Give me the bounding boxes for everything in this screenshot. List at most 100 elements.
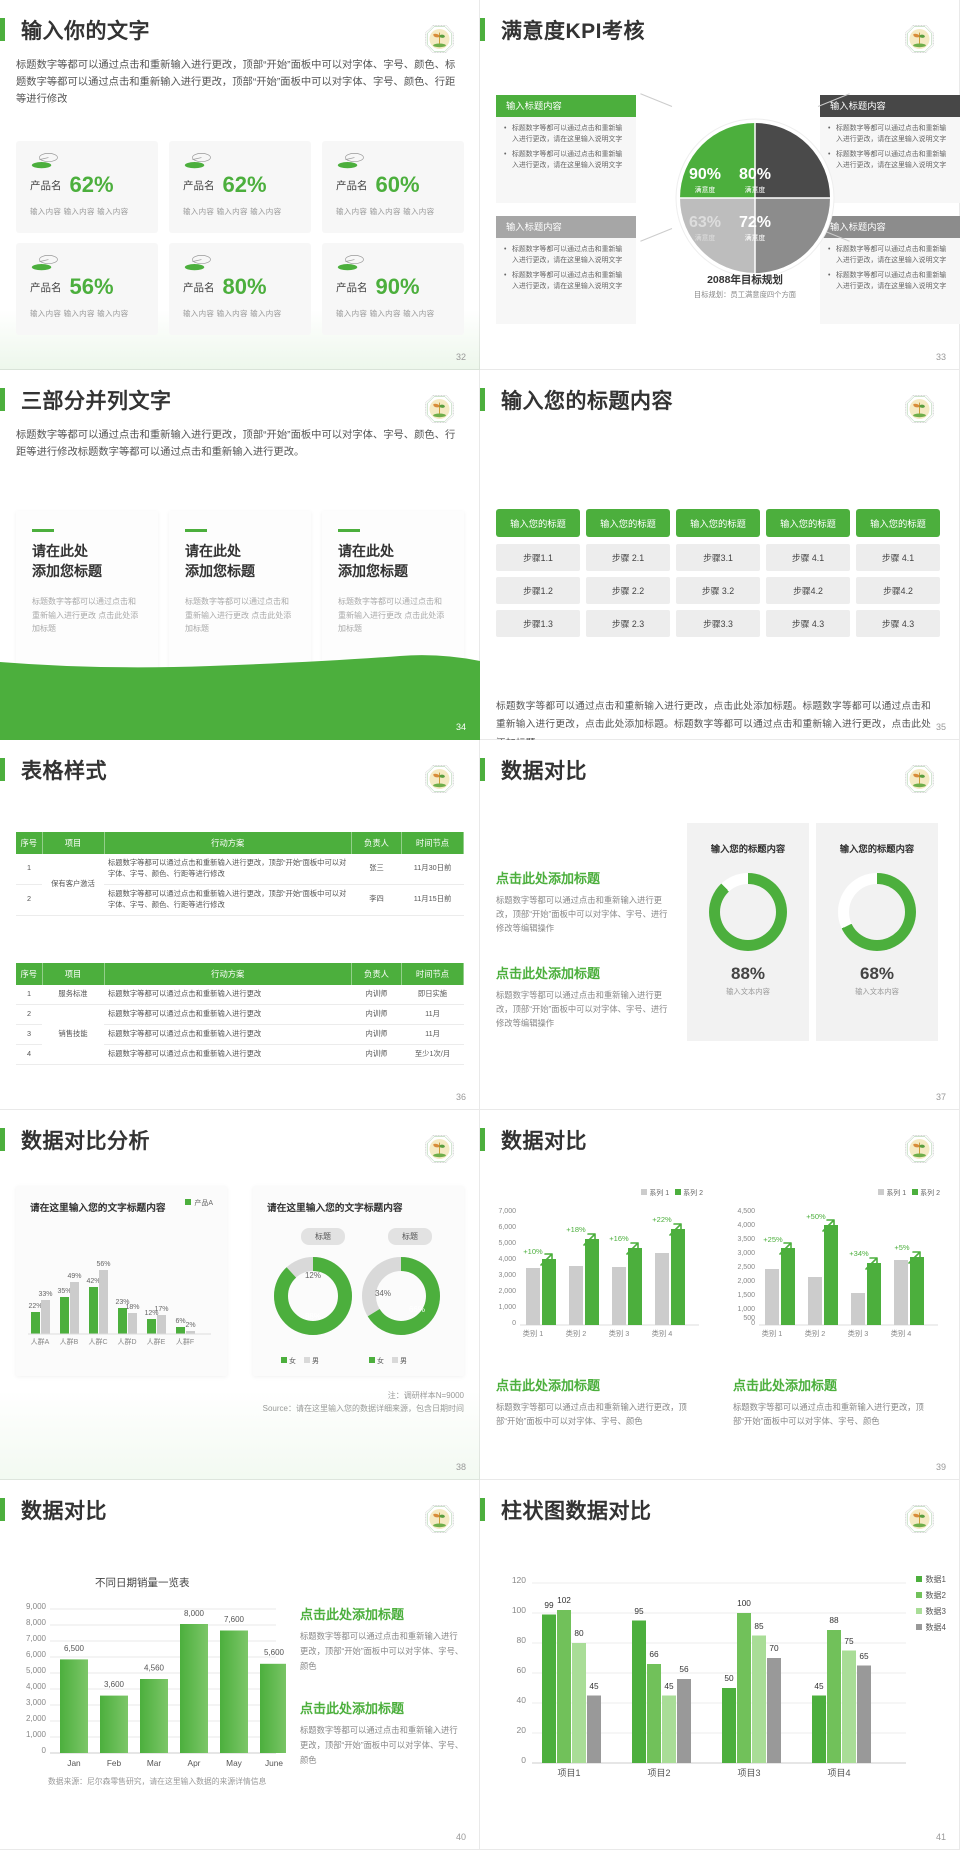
svg-text:1,000: 1,000 bbox=[737, 1306, 755, 1313]
svg-text:3,000: 3,000 bbox=[737, 1250, 755, 1257]
svg-text:50: 50 bbox=[724, 1673, 734, 1683]
svg-text:6,000: 6,000 bbox=[26, 1650, 47, 1659]
svg-text:4,560: 4,560 bbox=[144, 1664, 165, 1673]
svg-text:1,000: 1,000 bbox=[26, 1730, 47, 1739]
svg-text:20: 20 bbox=[517, 1725, 527, 1735]
svg-text:5,000: 5,000 bbox=[498, 1240, 516, 1247]
svg-text:类别 1: 类别 1 bbox=[523, 1329, 544, 1338]
svg-text:66%: 66% bbox=[409, 1305, 425, 1314]
svg-text:34%: 34% bbox=[375, 1289, 391, 1298]
svg-text:9,000: 9,000 bbox=[26, 1602, 47, 1611]
svg-text:人群A: 人群A bbox=[31, 1337, 50, 1346]
svg-text:类别 3: 类别 3 bbox=[848, 1329, 869, 1338]
svg-text:+16%: +16% bbox=[609, 1234, 629, 1243]
svg-text:3,600: 3,600 bbox=[104, 1680, 125, 1689]
svg-text:88%: 88% bbox=[305, 1312, 321, 1321]
svg-text:5,600: 5,600 bbox=[264, 1648, 285, 1657]
svg-text:4,000: 4,000 bbox=[26, 1682, 47, 1691]
svg-text:7,000: 7,000 bbox=[498, 1208, 516, 1215]
svg-text:12%: 12% bbox=[305, 1271, 321, 1280]
svg-text:0: 0 bbox=[512, 1320, 516, 1327]
svg-text:类别 4: 类别 4 bbox=[652, 1329, 673, 1338]
svg-text:80: 80 bbox=[517, 1635, 527, 1645]
svg-text:May: May bbox=[226, 1758, 243, 1768]
svg-text:22%: 22% bbox=[28, 1303, 42, 1310]
svg-text:项目3: 项目3 bbox=[737, 1768, 760, 1778]
svg-text:102: 102 bbox=[557, 1595, 571, 1605]
svg-text:70: 70 bbox=[769, 1643, 779, 1653]
svg-text:人群E: 人群E bbox=[147, 1337, 166, 1346]
svg-text:7,600: 7,600 bbox=[224, 1615, 245, 1624]
svg-text:类别 2: 类别 2 bbox=[805, 1329, 826, 1338]
svg-text:类别 2: 类别 2 bbox=[566, 1329, 587, 1338]
svg-text:3,000: 3,000 bbox=[498, 1272, 516, 1279]
svg-text:88: 88 bbox=[829, 1615, 839, 1625]
svg-text:33%: 33% bbox=[38, 1291, 52, 1298]
svg-text:6,000: 6,000 bbox=[498, 1224, 516, 1231]
svg-text:+18%: +18% bbox=[566, 1225, 586, 1234]
svg-text:120: 120 bbox=[512, 1575, 526, 1585]
svg-text:Feb: Feb bbox=[107, 1758, 122, 1768]
svg-text:类别 4: 类别 4 bbox=[891, 1329, 912, 1338]
svg-text:85: 85 bbox=[754, 1621, 764, 1631]
svg-text:80: 80 bbox=[574, 1628, 584, 1638]
svg-text:3,000: 3,000 bbox=[26, 1698, 47, 1707]
svg-text:6,500: 6,500 bbox=[64, 1644, 85, 1653]
svg-text:6%: 6% bbox=[175, 1318, 185, 1325]
svg-text:100: 100 bbox=[737, 1598, 751, 1608]
svg-text:75: 75 bbox=[844, 1636, 854, 1646]
svg-text:4,000: 4,000 bbox=[737, 1222, 755, 1229]
svg-text:2,500: 2,500 bbox=[737, 1264, 755, 1271]
svg-text:+22%: +22% bbox=[652, 1215, 672, 1224]
svg-text:56%: 56% bbox=[96, 1261, 110, 1268]
svg-text:17%: 17% bbox=[154, 1306, 168, 1313]
svg-text:99: 99 bbox=[544, 1600, 554, 1610]
svg-text:4,000: 4,000 bbox=[498, 1256, 516, 1263]
svg-text:3,500: 3,500 bbox=[737, 1236, 755, 1243]
svg-text:2,000: 2,000 bbox=[737, 1278, 755, 1285]
svg-text:1,500: 1,500 bbox=[737, 1292, 755, 1299]
svg-text:1,000: 1,000 bbox=[498, 1304, 516, 1311]
svg-text:45: 45 bbox=[814, 1681, 824, 1691]
svg-text:18%: 18% bbox=[125, 1304, 139, 1311]
svg-text:42%: 42% bbox=[86, 1278, 100, 1285]
svg-text:项目1: 项目1 bbox=[557, 1768, 580, 1778]
svg-text:2%: 2% bbox=[185, 1322, 195, 1329]
svg-text:65: 65 bbox=[859, 1651, 869, 1661]
svg-text:8,000: 8,000 bbox=[26, 1618, 47, 1627]
svg-text:人群B: 人群B bbox=[60, 1337, 79, 1346]
svg-text:95: 95 bbox=[634, 1606, 644, 1616]
svg-text:45: 45 bbox=[664, 1681, 674, 1691]
svg-text:+5%: +5% bbox=[894, 1243, 910, 1252]
svg-text:+25%: +25% bbox=[763, 1235, 783, 1244]
svg-text:0: 0 bbox=[521, 1755, 526, 1765]
svg-text:45: 45 bbox=[589, 1681, 599, 1691]
svg-text:5,000: 5,000 bbox=[26, 1666, 47, 1675]
svg-text:+34%: +34% bbox=[849, 1249, 869, 1258]
svg-text:60: 60 bbox=[517, 1665, 527, 1675]
svg-text:100: 100 bbox=[512, 1605, 526, 1615]
svg-text:8,000: 8,000 bbox=[184, 1609, 205, 1618]
svg-text:2,000: 2,000 bbox=[26, 1714, 47, 1723]
svg-text:66: 66 bbox=[649, 1649, 659, 1659]
svg-text:56: 56 bbox=[679, 1664, 689, 1674]
svg-text:40: 40 bbox=[517, 1695, 527, 1705]
svg-text:项目4: 项目4 bbox=[827, 1768, 850, 1778]
svg-text:35%: 35% bbox=[57, 1288, 71, 1295]
svg-text:0: 0 bbox=[751, 1320, 755, 1327]
svg-text:Jan: Jan bbox=[67, 1758, 81, 1768]
svg-text:2,000: 2,000 bbox=[498, 1288, 516, 1295]
svg-text:Mar: Mar bbox=[147, 1758, 162, 1768]
svg-text:+10%: +10% bbox=[523, 1247, 543, 1256]
svg-text:0: 0 bbox=[42, 1746, 47, 1755]
svg-text:类别 3: 类别 3 bbox=[609, 1329, 630, 1338]
svg-text:7,000: 7,000 bbox=[26, 1634, 47, 1643]
svg-text:人群C: 人群C bbox=[88, 1337, 107, 1346]
svg-text:项目2: 项目2 bbox=[647, 1768, 670, 1778]
svg-text:4,500: 4,500 bbox=[737, 1208, 755, 1215]
svg-text:人群D: 人群D bbox=[117, 1337, 136, 1346]
svg-text:June: June bbox=[265, 1758, 283, 1768]
svg-text:人群F: 人群F bbox=[176, 1337, 194, 1346]
svg-text:+50%: +50% bbox=[806, 1212, 826, 1221]
svg-text:类别 1: 类别 1 bbox=[762, 1329, 783, 1338]
